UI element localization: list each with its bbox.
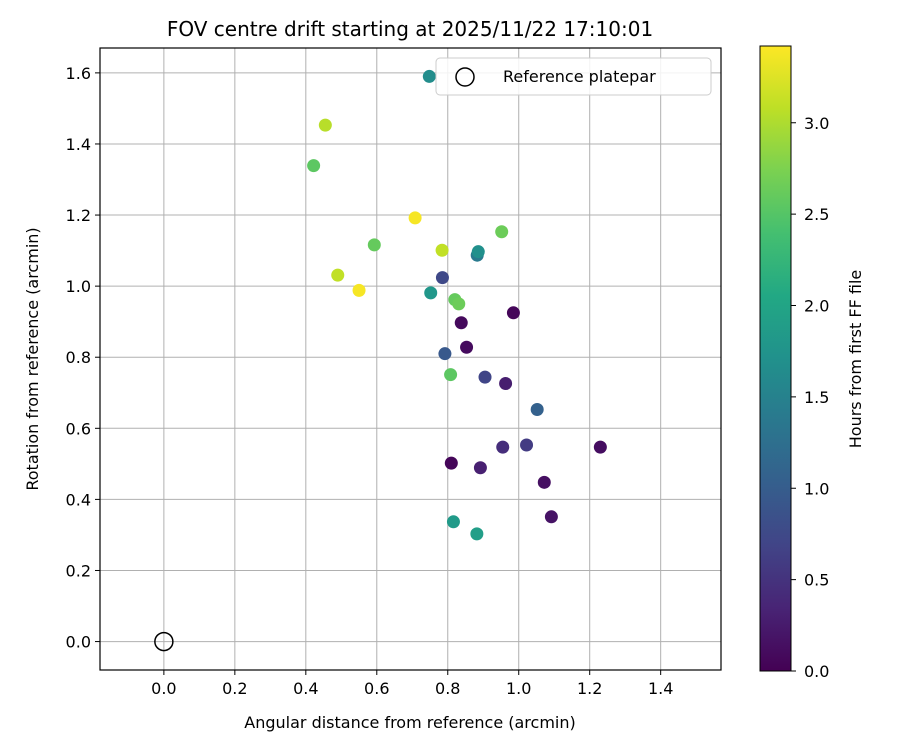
x-tick-label: 0.4: [293, 679, 318, 698]
legend-reference-label: Reference platepar: [503, 67, 656, 86]
data-point: [408, 211, 422, 225]
x-tick-label: 1.0: [506, 679, 531, 698]
data-point: [444, 456, 458, 470]
reference-point-marker: [154, 631, 174, 652]
colorbar-tick-label: 0.5: [804, 571, 829, 590]
data-point: [473, 461, 487, 475]
legend-box: [435, 57, 712, 96]
x-tick-label: 1.2: [577, 679, 602, 698]
x-axis-label: Angular distance from reference (arcmin): [244, 713, 575, 732]
colorbar-label: Hours from first FF file: [846, 270, 865, 449]
data-point: [530, 402, 544, 416]
colorbar-ticks: 0.0 0.5 1.0 1.5 2.0 2.5 3.0: [791, 114, 829, 681]
data-point: [435, 271, 449, 285]
data-point: [537, 475, 551, 489]
data-point: [352, 283, 366, 297]
chart-title: FOV centre drift starting at 2025/11/22 …: [167, 17, 653, 41]
data-point: [307, 159, 321, 173]
data-point: [424, 286, 438, 300]
y-axis-label: Rotation from reference (arcmin): [23, 227, 42, 490]
y-tick-label: 0.0: [66, 633, 91, 652]
data-point: [506, 306, 520, 320]
data-points: [307, 69, 607, 541]
colorbar-gradient: [759, 45, 792, 672]
data-point: [422, 69, 436, 83]
colorbar-tick-label: 2.5: [804, 205, 829, 224]
data-point: [496, 440, 510, 454]
y-tick-label: 1.4: [66, 135, 91, 154]
y-tick-label: 0.4: [66, 490, 91, 509]
x-tick-label: 0.8: [435, 679, 460, 698]
data-point: [331, 268, 345, 282]
colorbar-tick-label: 2.0: [804, 297, 829, 316]
data-point: [438, 347, 452, 361]
data-point: [446, 515, 460, 529]
x-axis-ticks: 0.0 0.2 0.4 0.6 0.8 1.0 1.2 1.4: [151, 670, 673, 698]
y-tick-label: 0.6: [66, 419, 91, 438]
data-point: [478, 370, 492, 384]
data-point: [367, 238, 381, 252]
colorbar-tick-label: 1.0: [804, 479, 829, 498]
y-tick-label: 1.6: [66, 64, 91, 83]
grid-lines: [100, 48, 721, 670]
data-point: [520, 438, 534, 452]
data-point: [318, 118, 332, 132]
x-tick-label: 0.2: [222, 679, 247, 698]
data-point: [471, 245, 485, 259]
data-point: [444, 368, 458, 382]
colorbar-tick-label: 1.5: [804, 388, 829, 407]
y-tick-label: 0.2: [66, 561, 91, 580]
data-point: [470, 527, 484, 541]
y-tick-label: 1.2: [66, 206, 91, 225]
y-tick-label: 1.0: [66, 277, 91, 296]
data-point: [544, 510, 558, 524]
colorbar-tick-label: 3.0: [804, 114, 829, 133]
x-tick-label: 1.4: [648, 679, 673, 698]
data-point: [460, 340, 474, 354]
y-tick-label: 0.8: [66, 348, 91, 367]
x-tick-label: 0.0: [151, 679, 176, 698]
data-point: [452, 297, 466, 311]
data-point: [499, 377, 513, 391]
y-axis-ticks: 0.0 0.2 0.4 0.6 0.8 1.0 1.2 1.4 1.6: [66, 64, 100, 652]
x-tick-label: 0.6: [364, 679, 389, 698]
legend: Reference platepar: [435, 57, 712, 96]
colorbar-tick-label: 0.0: [804, 662, 829, 681]
data-point: [435, 243, 449, 257]
plot-frame: [99, 47, 722, 671]
colorbar: 0.0 0.5 1.0 1.5 2.0 2.5 3.0 Hours from first F…: [759, 45, 865, 681]
data-point: [454, 316, 468, 330]
data-point: [495, 225, 509, 239]
data-point: [593, 440, 607, 454]
legend-reference-marker: [455, 67, 475, 87]
